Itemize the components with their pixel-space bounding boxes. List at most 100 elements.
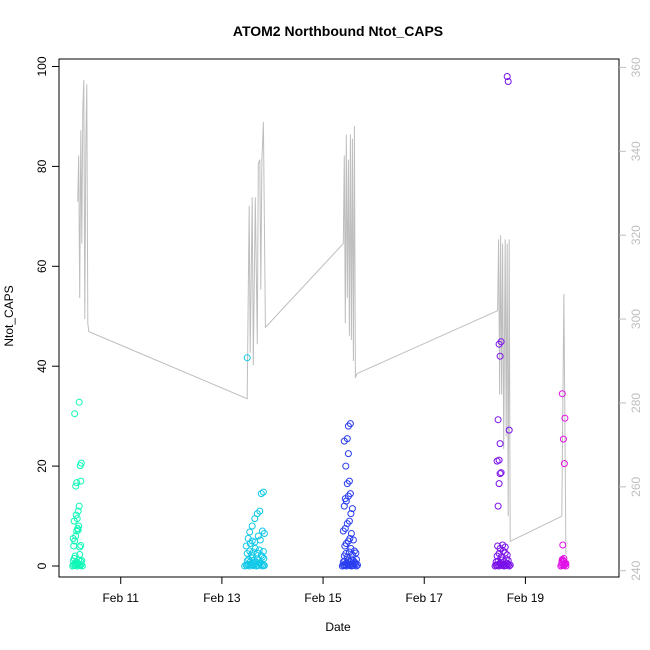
- right-y-tick-label: 260: [629, 476, 643, 496]
- data-point: [347, 530, 355, 537]
- data-point: [246, 558, 254, 566]
- data-point: [494, 416, 502, 424]
- data-point: [246, 528, 254, 536]
- data-point: [350, 547, 358, 555]
- y-tick-label: 0: [35, 562, 49, 569]
- series-4: [491, 73, 514, 570]
- data-point: [75, 398, 83, 406]
- data-point: [497, 553, 505, 561]
- data-point: [76, 551, 84, 558]
- data-point: [341, 495, 349, 503]
- data-point: [72, 511, 80, 519]
- data-point: [259, 548, 267, 555]
- data-point: [347, 510, 355, 518]
- data-point: [346, 535, 354, 542]
- chart-title: ATOM2 Northbound Ntot_CAPS: [233, 23, 443, 39]
- data-point: [69, 535, 77, 542]
- data-point: [344, 450, 352, 458]
- data-point: [503, 73, 511, 80]
- data-point: [71, 410, 79, 418]
- data-point: [560, 460, 568, 468]
- data-point: [249, 548, 257, 556]
- data-point: [353, 556, 360, 563]
- data-point: [503, 551, 511, 559]
- data-point: [250, 557, 258, 564]
- data-point: [74, 526, 82, 534]
- data-point: [259, 488, 267, 496]
- right-y-tick-label: 340: [629, 141, 643, 161]
- data-point: [559, 435, 567, 443]
- x-axis-label: Date: [325, 620, 351, 634]
- y-axis-label: Ntot_CAPS: [2, 285, 16, 346]
- right-y-tick-label: 360: [629, 57, 643, 77]
- data-point: [73, 479, 81, 487]
- data-point: [344, 556, 352, 564]
- data-point: [260, 530, 268, 537]
- right-y-tick-label: 300: [629, 309, 643, 329]
- x-tick-label: Feb 15: [304, 591, 342, 605]
- data-point: [77, 542, 85, 549]
- plot-box: [58, 58, 620, 578]
- data-point: [497, 469, 505, 477]
- data-point: [504, 78, 512, 85]
- data-point: [76, 543, 84, 551]
- points-layer: [69, 73, 570, 570]
- data-point: [254, 532, 262, 540]
- y-axis: 0 20 40 60 80 100: [35, 56, 59, 569]
- y-tick-label: 100: [35, 56, 49, 76]
- right-axis-series-line: [77, 79, 567, 554]
- data-point: [347, 555, 355, 563]
- data-point: [74, 507, 82, 515]
- data-point: [257, 490, 265, 498]
- x-tick-label: Feb 19: [507, 591, 545, 605]
- y-tick-label: 80: [35, 159, 49, 173]
- data-point: [497, 338, 505, 346]
- series-5: [557, 390, 570, 570]
- data-point: [506, 561, 514, 569]
- y-tick-label: 20: [35, 459, 49, 473]
- data-point: [559, 557, 567, 564]
- data-point: [346, 490, 354, 498]
- data-point: [560, 558, 568, 565]
- data-point: [75, 522, 83, 530]
- data-point: [246, 547, 254, 555]
- data-point: [77, 477, 85, 485]
- y-tick-label: 40: [35, 359, 49, 373]
- data-point: [494, 502, 502, 510]
- data-point: [348, 505, 356, 513]
- data-point: [346, 420, 354, 428]
- x-tick-label: Feb 11: [102, 591, 139, 605]
- data-point: [243, 557, 251, 565]
- data-point: [495, 480, 503, 488]
- series-1: [69, 398, 86, 570]
- data-point: [559, 541, 567, 549]
- x-axis: Feb 11 Feb 13 Feb 15 Feb 17 Feb 19: [102, 577, 544, 605]
- right-y-tick-label: 320: [629, 225, 643, 245]
- data-point: [505, 426, 513, 434]
- data-point: [342, 550, 350, 557]
- data-point: [348, 551, 356, 559]
- data-point: [248, 522, 256, 530]
- right-y-tick-label: 240: [629, 560, 643, 580]
- data-point: [78, 557, 86, 564]
- data-point: [561, 414, 569, 422]
- series-3: [338, 420, 361, 570]
- data-point: [77, 558, 85, 565]
- data-point: [352, 549, 360, 557]
- data-point: [75, 502, 83, 510]
- data-point: [349, 536, 357, 544]
- data-point: [501, 543, 509, 551]
- data-point: [345, 477, 353, 485]
- y-tick-label: 60: [35, 259, 49, 273]
- data-point: [77, 459, 85, 467]
- data-point: [257, 552, 265, 559]
- right-y-axis: 240 260 280 300 320 340 360: [619, 57, 643, 581]
- data-point: [256, 507, 264, 515]
- data-point: [496, 440, 504, 448]
- data-point: [72, 482, 80, 490]
- data-point: [558, 390, 566, 398]
- right-y-tick-label: 280: [629, 393, 643, 413]
- data-point: [256, 536, 264, 544]
- data-point: [343, 435, 351, 443]
